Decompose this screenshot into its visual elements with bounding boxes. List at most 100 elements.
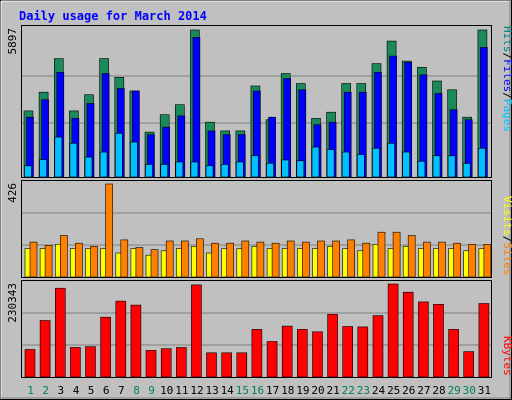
pages-bar bbox=[251, 155, 259, 178]
kbytes-bar bbox=[448, 329, 459, 378]
pages-bar bbox=[54, 136, 63, 178]
sites-bar bbox=[135, 247, 144, 278]
kbytes-bar bbox=[100, 316, 111, 378]
sites-bar bbox=[423, 241, 431, 278]
pages-bar bbox=[356, 154, 365, 178]
kbytes-bar bbox=[463, 351, 475, 378]
kbytes-bar bbox=[478, 303, 490, 378]
chart-title: Daily usage for March 2014 bbox=[19, 9, 207, 23]
x-tick-label: 29 bbox=[448, 384, 461, 397]
kbytes-bar bbox=[145, 350, 157, 378]
pages-bar bbox=[160, 164, 168, 178]
x-tick-label: 9 bbox=[148, 384, 155, 397]
pages-bar bbox=[69, 143, 78, 178]
x-tick-label: 5 bbox=[88, 384, 95, 397]
legend-kbytes: KBytes bbox=[501, 336, 512, 376]
sites-bar bbox=[90, 246, 98, 278]
x-tick-label: 24 bbox=[372, 384, 386, 397]
kbytes-bar bbox=[418, 301, 429, 378]
x-tick-label: 11 bbox=[175, 384, 188, 397]
sites-bar bbox=[301, 241, 310, 278]
sites-bar bbox=[75, 242, 83, 278]
sites-bar bbox=[362, 242, 371, 278]
x-tick-label: 16 bbox=[251, 384, 264, 397]
kbytes-bar bbox=[70, 347, 81, 378]
sites-bar bbox=[165, 240, 174, 278]
kbytes-bar bbox=[312, 331, 323, 378]
x-tick-label: 17 bbox=[266, 384, 279, 397]
files-bar bbox=[192, 37, 201, 178]
x-tick-label: 23 bbox=[357, 384, 370, 397]
sites-bar bbox=[29, 241, 38, 278]
legend-visits: Visits bbox=[501, 196, 512, 236]
pages-bar bbox=[220, 164, 229, 178]
sites-axis-max-label: 426 bbox=[6, 183, 19, 203]
sites-bar bbox=[377, 231, 386, 278]
legend-sites: Sites bbox=[501, 242, 512, 275]
kbytes-bar bbox=[433, 303, 444, 378]
x-tick-label: 8 bbox=[133, 384, 140, 397]
kbytes-bar bbox=[85, 346, 96, 378]
pages-bar bbox=[447, 155, 456, 178]
pages-bar bbox=[281, 159, 290, 178]
x-tick-label: 18 bbox=[281, 384, 294, 397]
kbytes-bar bbox=[281, 325, 293, 378]
sites-bar bbox=[59, 235, 68, 278]
x-tick-label: 28 bbox=[432, 384, 445, 397]
pages-bar bbox=[326, 149, 335, 178]
x-tick-label: 19 bbox=[296, 384, 309, 397]
legend-separator: / bbox=[501, 236, 512, 243]
x-tick-label: 15 bbox=[236, 384, 249, 397]
x-tick-label: 3 bbox=[57, 384, 64, 397]
sites-bar bbox=[256, 241, 265, 278]
sites-bar bbox=[438, 241, 446, 278]
x-tick-label: 13 bbox=[205, 384, 218, 397]
pages-bar bbox=[311, 146, 320, 178]
kbytes-bar bbox=[221, 352, 232, 378]
x-tick-label: 2 bbox=[42, 384, 49, 397]
pages-bar bbox=[236, 161, 244, 178]
pages-bar bbox=[115, 133, 123, 178]
pages-bar bbox=[24, 165, 32, 178]
kbytes-bar bbox=[266, 341, 278, 378]
pages-bar bbox=[417, 161, 426, 178]
legend-pages: Pages bbox=[501, 99, 512, 132]
sites-bar bbox=[453, 242, 461, 278]
kbytes-bar bbox=[236, 352, 248, 378]
bars-layer bbox=[22, 29, 492, 378]
pages-bar bbox=[84, 156, 93, 178]
sites-bar bbox=[226, 242, 234, 278]
kbytes-axis-max-label: 230343 bbox=[6, 283, 19, 323]
x-tick-label: 10 bbox=[160, 384, 173, 397]
pages-bar bbox=[130, 141, 138, 178]
sites-bar bbox=[120, 239, 129, 278]
pages-bar bbox=[175, 161, 184, 178]
kbytes-bar bbox=[357, 326, 369, 378]
x-tick-label: 20 bbox=[311, 384, 324, 397]
sites-bar bbox=[181, 240, 189, 278]
kbytes-bar bbox=[206, 352, 217, 378]
legend-visits-sites: Visits/Sites bbox=[501, 196, 512, 276]
kbytes-bar bbox=[296, 329, 308, 378]
pages-bar bbox=[145, 164, 153, 178]
sites-bar bbox=[44, 245, 53, 278]
pages-bar bbox=[478, 148, 486, 178]
x-tick-label: 25 bbox=[387, 384, 400, 397]
x-tick-label: 21 bbox=[326, 384, 339, 397]
kbytes-bar bbox=[160, 348, 172, 378]
sites-bar bbox=[241, 240, 250, 278]
x-tick-label: 30 bbox=[463, 384, 476, 397]
pages-bar bbox=[39, 159, 47, 178]
x-tick-label: 31 bbox=[478, 384, 491, 397]
pages-bar bbox=[462, 163, 471, 178]
kbytes-bar bbox=[327, 314, 338, 378]
legend-separator: / bbox=[501, 92, 512, 99]
pages-bar bbox=[402, 151, 411, 178]
kbytes-bar bbox=[39, 320, 51, 378]
sites-bar bbox=[483, 244, 492, 278]
kbytes-bar bbox=[130, 304, 142, 378]
pages-bar bbox=[266, 163, 274, 178]
sites-bar bbox=[271, 242, 280, 278]
